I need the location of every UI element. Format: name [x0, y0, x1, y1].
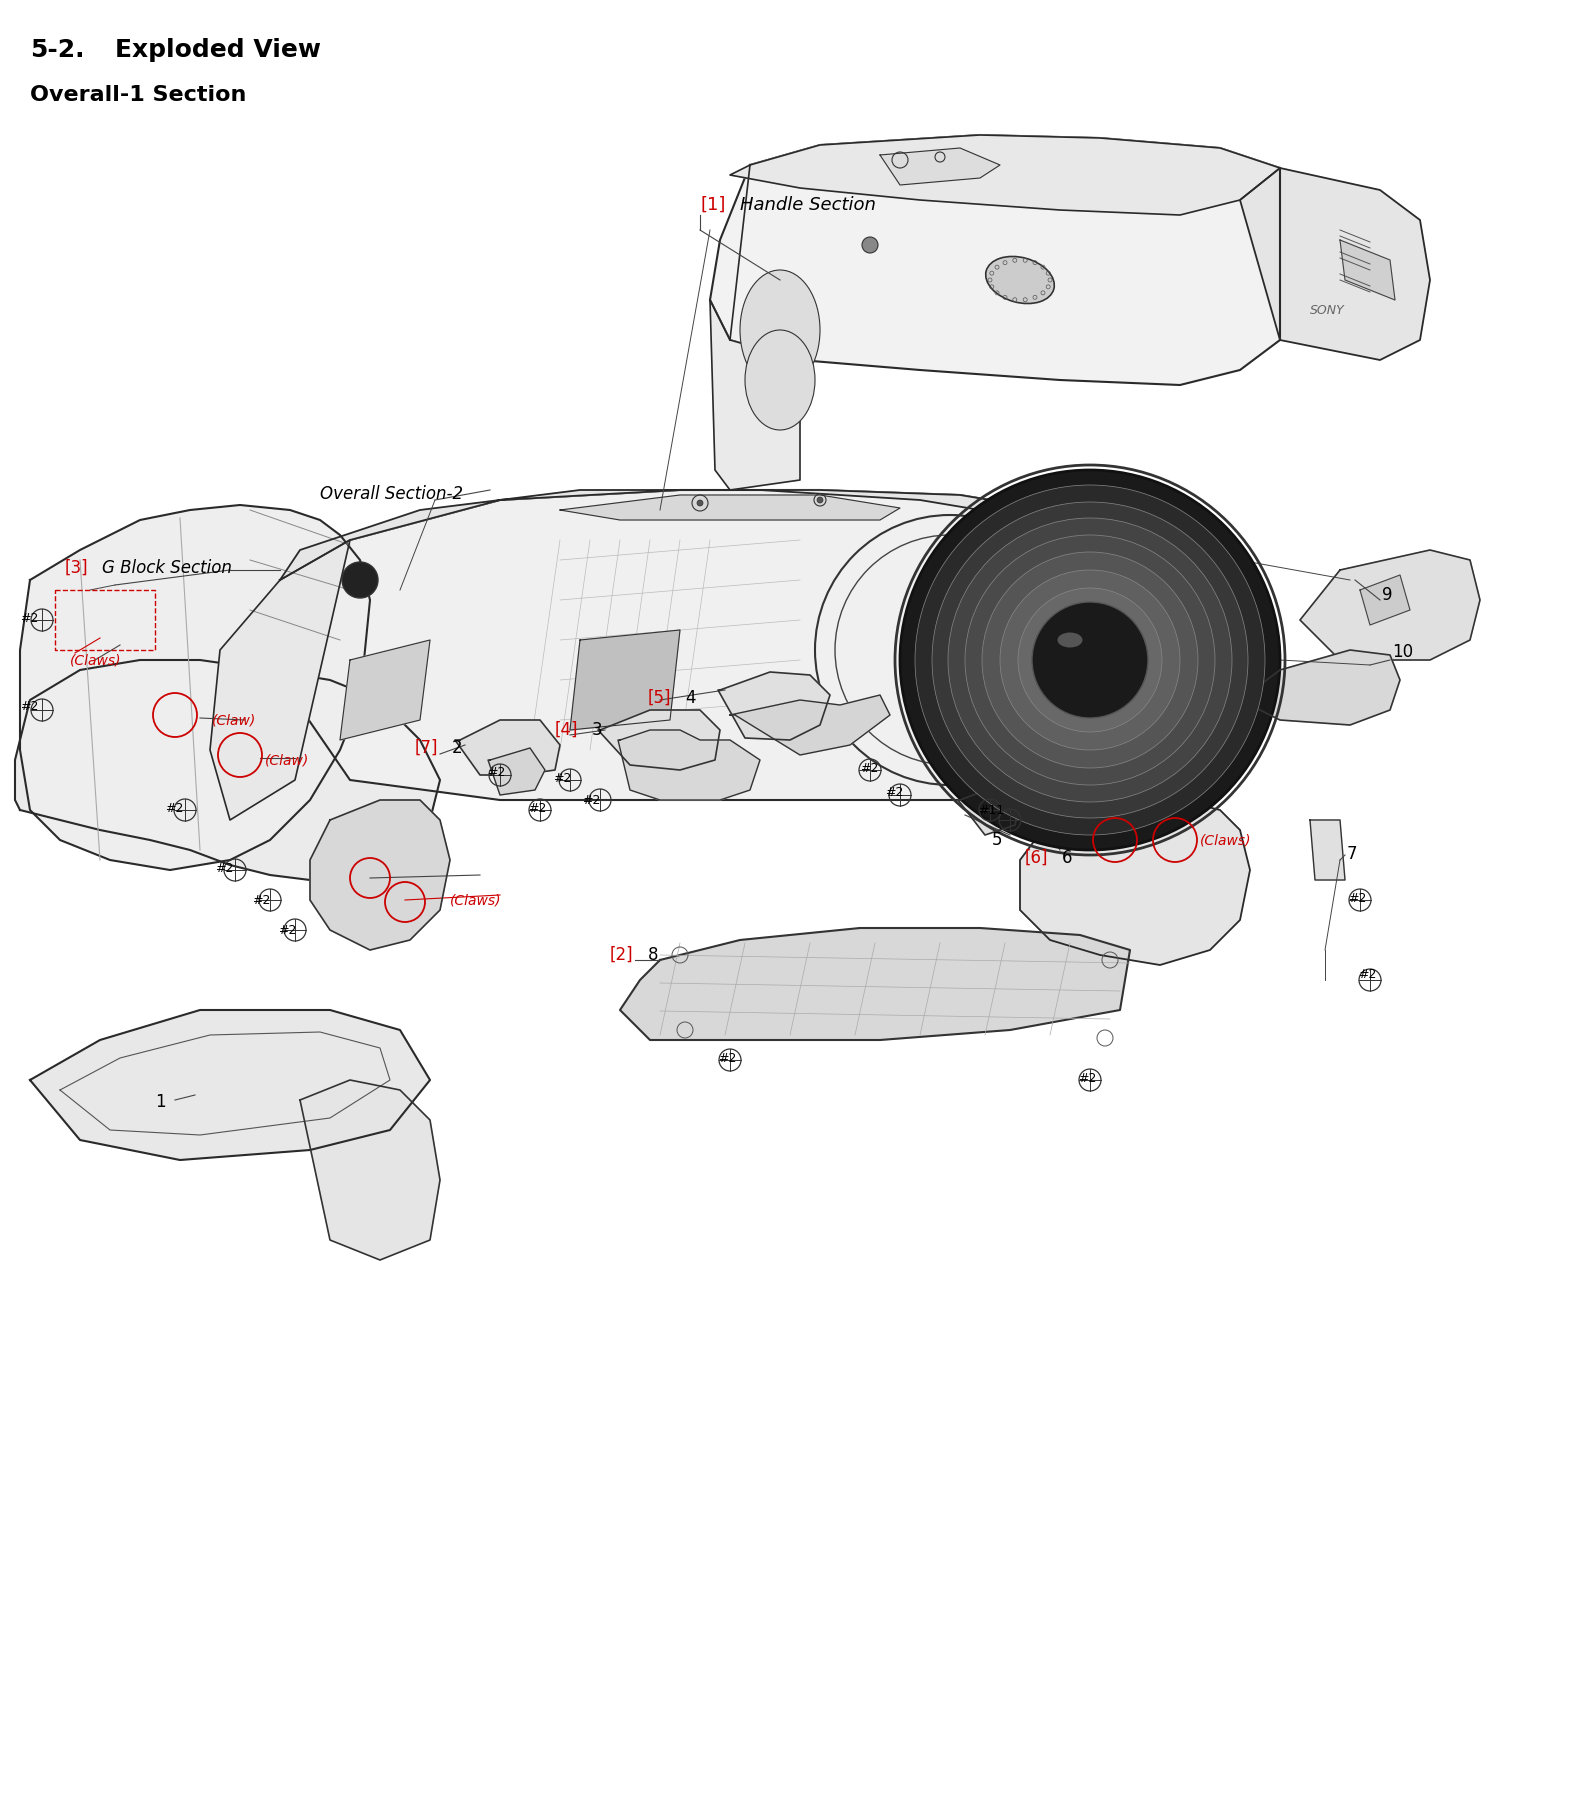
Polygon shape: [619, 928, 1129, 1040]
Text: 3: 3: [592, 720, 602, 738]
Text: [5]: [5]: [648, 690, 672, 708]
Text: [7]: [7]: [415, 738, 439, 756]
Circle shape: [817, 496, 824, 504]
Ellipse shape: [740, 271, 821, 390]
Text: [4]: [4]: [554, 720, 578, 738]
Polygon shape: [730, 135, 1280, 215]
Polygon shape: [1240, 168, 1430, 359]
Polygon shape: [211, 540, 350, 819]
Text: #2: #2: [1079, 1072, 1096, 1085]
Text: [3]: [3]: [65, 560, 89, 578]
Circle shape: [982, 552, 1198, 767]
Text: (Claws): (Claws): [70, 653, 122, 668]
Text: 5-2.: 5-2.: [30, 38, 84, 61]
Text: Overall Section-2: Overall Section-2: [320, 486, 463, 504]
Circle shape: [1033, 603, 1148, 718]
Circle shape: [965, 534, 1215, 785]
Polygon shape: [561, 495, 900, 520]
Text: [6]: [6]: [1025, 848, 1049, 866]
Text: SONY: SONY: [1310, 303, 1345, 316]
Ellipse shape: [1058, 632, 1082, 648]
Text: 7: 7: [1346, 845, 1357, 863]
Text: Overall-1 Section: Overall-1 Section: [30, 85, 247, 105]
Text: #2: #2: [486, 767, 505, 780]
Circle shape: [697, 500, 703, 505]
Text: #2: #2: [165, 801, 184, 814]
Text: 6: 6: [1061, 848, 1072, 866]
Polygon shape: [341, 641, 429, 740]
Text: (Claw): (Claw): [212, 713, 257, 727]
Polygon shape: [1361, 576, 1410, 625]
Polygon shape: [599, 709, 721, 771]
Text: #2: #2: [581, 794, 600, 807]
Text: 4: 4: [684, 690, 695, 708]
Text: Exploded View: Exploded View: [116, 38, 322, 61]
Polygon shape: [958, 785, 1020, 836]
Text: #2: #2: [1357, 969, 1376, 982]
Polygon shape: [280, 489, 1080, 579]
Polygon shape: [1340, 240, 1396, 300]
Circle shape: [1019, 588, 1163, 733]
Polygon shape: [488, 747, 545, 794]
Polygon shape: [730, 695, 890, 754]
Text: #2: #2: [553, 771, 572, 785]
Text: (Claws): (Claws): [1201, 832, 1251, 847]
Ellipse shape: [985, 256, 1055, 303]
Polygon shape: [1240, 650, 1400, 726]
Text: #2: #2: [860, 762, 879, 774]
Polygon shape: [881, 148, 1000, 184]
Text: [1]: [1]: [700, 197, 725, 215]
Polygon shape: [280, 489, 1080, 800]
Polygon shape: [14, 661, 440, 881]
Polygon shape: [618, 729, 760, 800]
Text: #2: #2: [718, 1052, 737, 1065]
Polygon shape: [21, 505, 371, 870]
Text: (Claw): (Claw): [265, 753, 309, 767]
Text: #2: #2: [21, 700, 38, 713]
Polygon shape: [1310, 819, 1345, 881]
Text: #2: #2: [21, 612, 38, 625]
Text: 9: 9: [1381, 587, 1392, 605]
Ellipse shape: [744, 330, 816, 430]
Text: 2: 2: [451, 738, 463, 756]
Text: G Block Section: G Block Section: [101, 560, 231, 578]
Text: [2]: [2]: [610, 946, 634, 964]
Text: #2: #2: [1348, 892, 1367, 904]
Text: #2: #2: [885, 787, 903, 800]
Text: (Claws): (Claws): [450, 893, 502, 906]
Polygon shape: [299, 1079, 440, 1260]
Polygon shape: [455, 720, 561, 774]
Circle shape: [342, 561, 379, 597]
Polygon shape: [710, 300, 800, 489]
Circle shape: [862, 236, 878, 253]
Circle shape: [931, 502, 1248, 818]
Text: Handle Section: Handle Section: [740, 197, 876, 215]
Circle shape: [1000, 570, 1180, 751]
Text: 1: 1: [155, 1094, 166, 1112]
Text: #2: #2: [527, 801, 546, 814]
Polygon shape: [1020, 800, 1250, 966]
Circle shape: [947, 518, 1232, 801]
Polygon shape: [1300, 551, 1479, 661]
Circle shape: [916, 486, 1266, 836]
Text: #2: #2: [252, 893, 271, 906]
Polygon shape: [570, 630, 680, 729]
Text: #2: #2: [279, 924, 296, 937]
Text: #11: #11: [977, 803, 1004, 816]
Polygon shape: [310, 800, 450, 949]
Text: #2: #2: [215, 861, 233, 874]
Circle shape: [900, 469, 1280, 850]
Text: 5: 5: [992, 830, 1003, 848]
Text: 8: 8: [648, 946, 659, 964]
Text: 10: 10: [1392, 643, 1413, 661]
Polygon shape: [30, 1011, 429, 1161]
Ellipse shape: [935, 632, 1245, 688]
Polygon shape: [718, 671, 830, 740]
Polygon shape: [710, 135, 1280, 384]
